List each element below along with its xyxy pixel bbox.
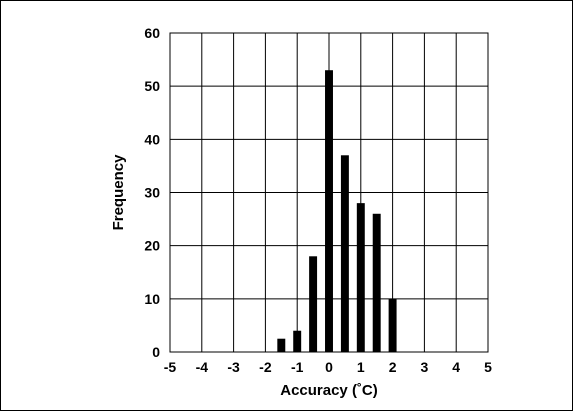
bar (372, 213, 381, 352)
x-tick-label: -1 (291, 359, 304, 375)
x-tick-label: 2 (389, 359, 397, 375)
y-tick-label: 30 (144, 185, 160, 201)
x-tick-labels: -5 -4 -3 -2 -1 0 1 2 3 4 5 (164, 359, 492, 375)
bar (277, 338, 286, 352)
y-tick-labels: 0 10 20 30 40 50 60 (144, 25, 160, 360)
bar (388, 298, 397, 352)
x-tick-label: 5 (484, 359, 492, 375)
bar (325, 70, 333, 352)
y-tick-label: 0 (152, 344, 160, 360)
x-axis-label: Accuracy (˚C) (280, 382, 378, 399)
x-tick-label: 3 (421, 359, 429, 375)
bar (356, 203, 365, 352)
x-tick-label: 1 (357, 359, 365, 375)
plot-border (169, 32, 489, 353)
x-tick-label: 4 (452, 359, 460, 375)
bar (293, 330, 302, 352)
y-axis-label: Frequency (110, 154, 127, 231)
x-tick-label: -4 (196, 359, 209, 375)
bar (309, 256, 318, 352)
y-tick-label: 10 (144, 291, 160, 307)
y-tick-label: 20 (144, 238, 160, 254)
x-tick-label: 0 (325, 359, 333, 375)
bar (340, 155, 349, 352)
y-tick-label: 60 (144, 25, 160, 41)
bars (277, 70, 397, 352)
x-tick-label: -2 (259, 359, 272, 375)
x-tick-label: -5 (164, 359, 177, 375)
y-tick-label: 50 (144, 78, 160, 94)
x-tick-label: -3 (227, 359, 240, 375)
y-tick-label: 40 (144, 131, 160, 147)
